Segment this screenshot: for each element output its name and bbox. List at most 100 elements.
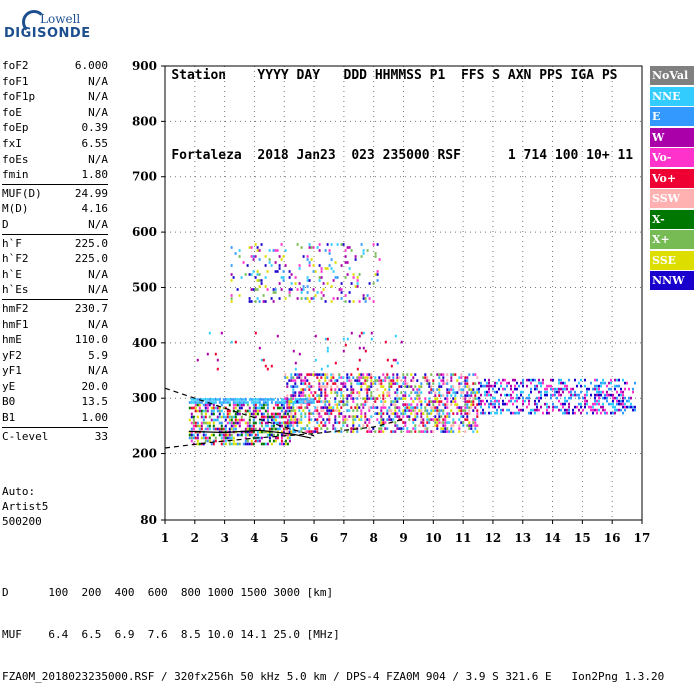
echo-point [330, 243, 333, 246]
echo-point [214, 439, 217, 443]
echo-point [384, 376, 387, 379]
echo-point [230, 398, 233, 401]
echo-point [404, 421, 407, 424]
echo-point [204, 398, 207, 401]
echo-point [336, 243, 339, 246]
echo-point [322, 385, 325, 388]
echo-point [302, 379, 305, 382]
echo-point [282, 412, 285, 416]
echo-point [302, 255, 305, 258]
echo-point [208, 398, 211, 401]
echo-point [372, 243, 375, 246]
echo-point [380, 382, 383, 385]
echo-point [496, 399, 498, 403]
echo-point [198, 406, 201, 410]
echo-point [530, 411, 532, 415]
echo-point [358, 334, 361, 338]
echo-point [420, 403, 423, 406]
echo-point [612, 393, 614, 397]
echo-point [494, 402, 496, 406]
echo-point [464, 385, 467, 388]
echo-point [382, 394, 385, 397]
echo-point [320, 400, 323, 403]
echo-point [312, 394, 315, 397]
echo-point [300, 430, 303, 433]
echo-point [448, 391, 451, 394]
echo-point [426, 430, 429, 433]
echo-point [328, 403, 331, 406]
echo-point [360, 373, 363, 376]
echo-point [444, 421, 447, 424]
echo-point [570, 393, 572, 397]
echo-point [192, 421, 195, 425]
x-tick-label: 16 [604, 531, 621, 545]
echo-point [338, 412, 341, 415]
echo-point [286, 409, 289, 413]
echo-point [364, 415, 367, 418]
echo-point [480, 393, 482, 397]
echo-point [626, 381, 628, 385]
echo-point [596, 384, 598, 388]
echo-point [364, 412, 367, 415]
echo-point [380, 418, 383, 421]
echo-point [360, 412, 363, 415]
param-label: foEs [2, 152, 29, 166]
echo-point [252, 412, 255, 416]
echo-point [522, 402, 524, 406]
echo-point [350, 391, 353, 394]
echo-point [412, 376, 415, 379]
echo-point [236, 433, 239, 437]
echo-point [310, 401, 313, 404]
echo-point [530, 378, 532, 382]
echo-point [386, 412, 389, 415]
echo-point [258, 403, 261, 407]
echo-point [510, 384, 512, 388]
echo-point [328, 379, 331, 382]
echo-point [438, 391, 441, 394]
echo-point [308, 401, 311, 404]
echo-point [232, 398, 235, 401]
echo-point [250, 398, 253, 401]
echo-point [468, 424, 471, 427]
echo-point [232, 401, 235, 404]
echo-point [306, 279, 309, 282]
echo-point [326, 412, 329, 415]
echo-point [494, 411, 496, 415]
echo-point [298, 430, 301, 433]
echo-point [338, 400, 341, 403]
echo-point [390, 418, 393, 421]
echo-point [204, 421, 207, 425]
echo-point [314, 406, 317, 409]
echo-point [376, 412, 379, 415]
echo-point [294, 418, 297, 421]
echo-point [330, 412, 333, 415]
echo-point [390, 379, 393, 382]
echo-point [208, 427, 211, 431]
x-tick-label: 3 [220, 531, 228, 545]
echo-point [238, 398, 241, 401]
echo-point [240, 433, 243, 437]
param-label: D [2, 217, 9, 231]
echo-point [526, 384, 528, 388]
echo-point [386, 427, 389, 430]
echo-point [472, 409, 475, 412]
echo-point [522, 390, 524, 394]
echo-point [434, 409, 437, 412]
echo-point [634, 405, 636, 409]
echo-point [252, 401, 255, 404]
echo-point [268, 249, 271, 252]
header-settings-label: FFS S AXN PPS IGA PS [460, 68, 618, 83]
echo-point [470, 394, 473, 397]
echo-point [290, 415, 293, 418]
echo-point [390, 364, 393, 368]
legend-item-noval: NoVal [650, 66, 694, 85]
echo-point [324, 300, 327, 303]
echo-point [566, 411, 568, 415]
echo-point [234, 412, 237, 416]
echo-point [412, 379, 415, 382]
param-separator [2, 298, 108, 300]
echo-point [326, 400, 329, 403]
echo-point [192, 406, 195, 410]
echo-point [308, 300, 311, 303]
footer-muf-label: MUF [2, 628, 22, 641]
